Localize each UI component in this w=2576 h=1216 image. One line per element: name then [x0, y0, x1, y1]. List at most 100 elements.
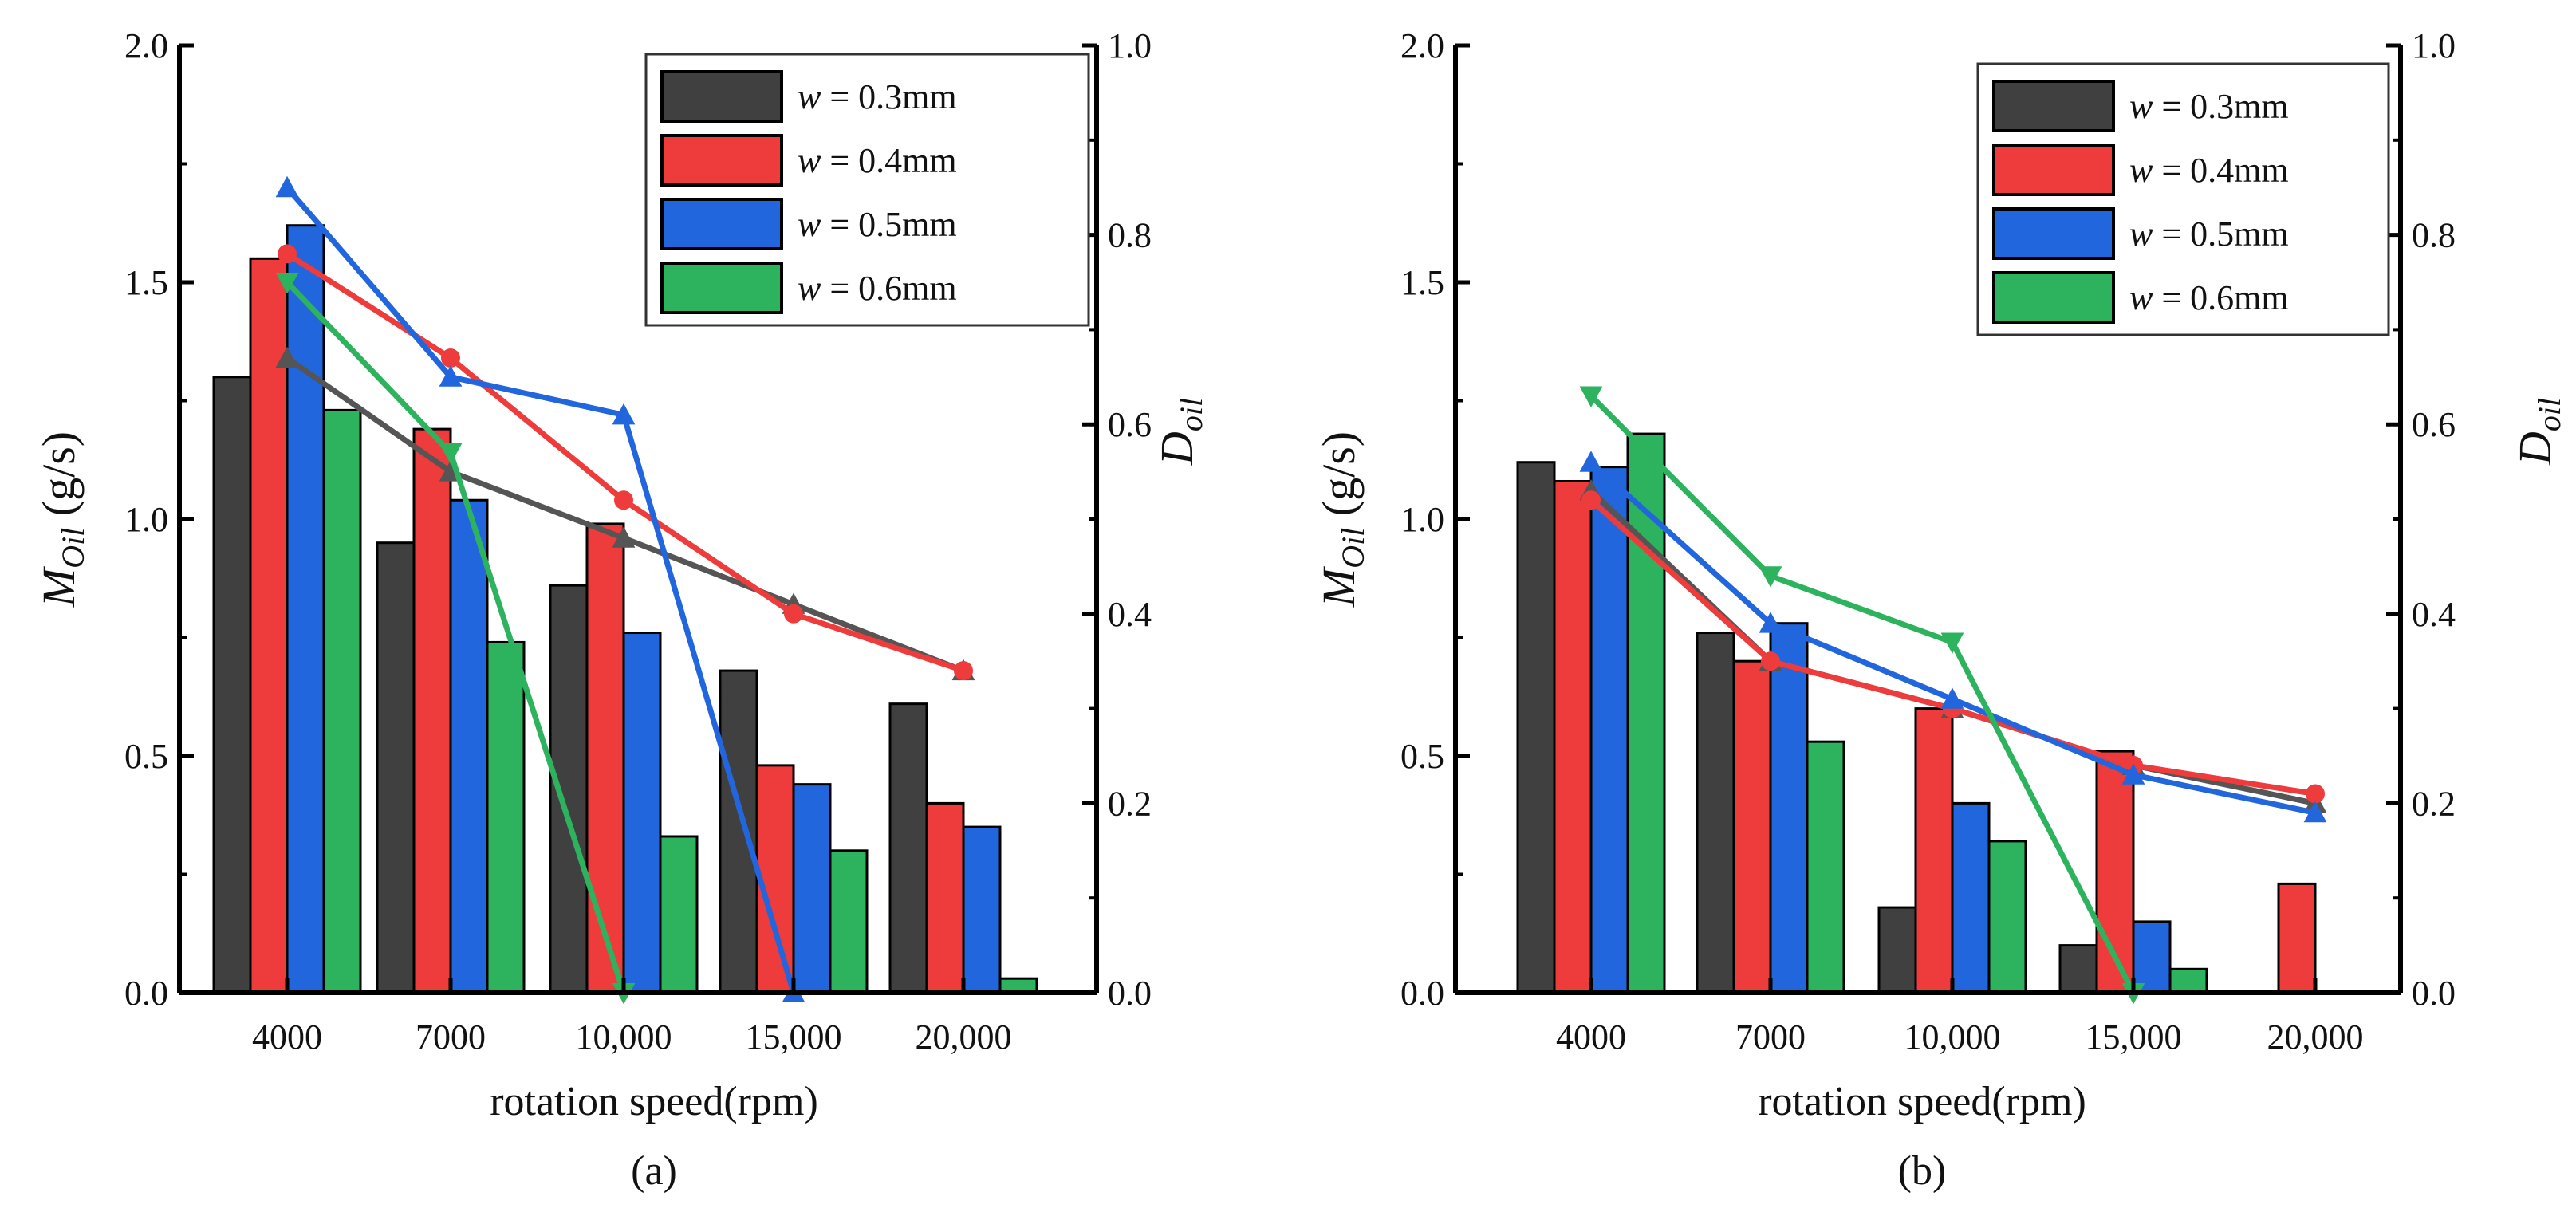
lines	[275, 175, 975, 1005]
panel-a: 0.0 0.5 1.0 1.5 2.0 0.0 0.2 0.4 0.6 0.8 1.0 4000 700…	[33, 26, 1209, 1194]
left-tick-label: 2.0	[1400, 26, 1444, 65]
bar-1-2	[376, 541, 416, 994]
x-axis-title: rotation speed(rpm)	[490, 1079, 818, 1124]
bar-1-1	[1516, 461, 1556, 994]
bar-3-3	[1951, 801, 1991, 994]
bar-4-2	[1806, 740, 1845, 994]
right-tick-label: 1.0	[2412, 26, 2456, 65]
right-tick-label: 0.0	[1108, 974, 1152, 1013]
bar-1-2	[1696, 632, 1735, 994]
line-series-4	[1589, 394, 2137, 994]
line-series-3	[285, 185, 797, 994]
right-tick-label: 0.2	[1108, 784, 1152, 823]
bar-1-3	[1877, 906, 1917, 994]
bar-4-1	[322, 408, 362, 994]
marker-4-2	[1759, 566, 1782, 588]
legend-label-3: w = 0.5mm	[2129, 214, 2289, 254]
legend-label-1: w = 0.3mm	[798, 77, 957, 116]
axes: 0.0 0.5 1.0 1.5 2.0 0.0 0.2 0.4 0.6 0.8 1.0 4000 700…	[1400, 26, 2456, 1057]
bar-4-4	[829, 849, 869, 994]
legend-swatch-2	[660, 134, 783, 187]
axes: 0.0 0.5 1.0 1.5 2.0 0.0 0.2 0.4 0.6 0.8 1.0 4000 700…	[124, 26, 1152, 1057]
bar-2-3	[1914, 707, 1954, 994]
bar-1-1	[212, 376, 252, 994]
marker-2-2	[441, 348, 460, 368]
x-tick-label: 20,000	[916, 1017, 1012, 1057]
marker-3-1	[275, 175, 299, 198]
right-tick-label: 0.8	[1108, 216, 1152, 255]
bar-3-5	[962, 825, 1002, 994]
x-axis-title: rotation speed(rpm)	[1758, 1079, 2086, 1124]
right-tick-label: 0.2	[2412, 784, 2456, 823]
bar-3-3	[622, 632, 662, 994]
legend-swatch-2	[1992, 144, 2115, 196]
marker-2-5	[2306, 784, 2325, 804]
left-tick-label: 1.0	[124, 500, 168, 539]
bar-3-2	[1769, 622, 1809, 994]
panel-label: (b)	[1898, 1148, 1947, 1194]
y-axis-title-right: Doil	[2509, 398, 2567, 466]
right-tick-label: 0.4	[1108, 595, 1152, 634]
lines	[1579, 386, 2327, 1005]
right-tick-label: 0.6	[1108, 405, 1152, 444]
x-tick-label: 10,000	[576, 1017, 672, 1057]
bar-4-1	[1626, 432, 1666, 994]
marker-2-1	[278, 244, 297, 264]
right-tick-label: 0.6	[2412, 405, 2456, 444]
marker-4-2	[439, 443, 463, 465]
left-tick-label: 1.5	[1400, 263, 1444, 302]
marker-4-1	[275, 273, 299, 294]
marker-2-1	[1581, 490, 1601, 510]
x-tick-label: 7000	[416, 1017, 486, 1057]
legend: w = 0.3mm w = 0.4mm w = 0.5mm w = 0.6mm	[644, 53, 1090, 327]
y-axis-title-right: Doil	[1151, 398, 1209, 466]
bar-2-2	[412, 427, 452, 994]
left-tick-label: 1.0	[1400, 500, 1444, 539]
marker-3-3	[1940, 687, 1964, 709]
marker-3-1	[1579, 451, 1603, 472]
marker-1-1	[275, 346, 299, 368]
bar-1-5	[888, 702, 928, 994]
legend-label-4: w = 0.6mm	[2129, 278, 2289, 317]
panel-b: 0.0 0.5 1.0 1.5 2.0 0.0 0.2 0.4 0.6 0.8 1.0 4000 700…	[1313, 26, 2567, 1194]
marker-1-3	[612, 526, 636, 548]
right-tick-label: 0.4	[2412, 595, 2456, 634]
legend-swatch-3	[1992, 207, 2115, 260]
bar-2-3	[585, 522, 625, 994]
bar-2-1	[1553, 479, 1593, 994]
bar-2-5	[925, 801, 965, 994]
marker-4-1	[1579, 386, 1603, 407]
legend-swatch-3	[660, 198, 783, 250]
bars	[212, 224, 1038, 994]
marker-2-2	[1761, 651, 1780, 671]
marker-2-5	[954, 661, 973, 681]
marker-3-3	[612, 403, 636, 425]
x-tick-label: 10,000	[1904, 1017, 2001, 1057]
y-axis-title-left: MOil (g/s)	[33, 431, 91, 608]
legend-swatch-1	[1992, 80, 2115, 132]
bar-4-3	[659, 835, 699, 994]
marker-3-2	[439, 365, 463, 387]
marker-3-4	[2121, 763, 2145, 785]
legend-swatch-1	[660, 70, 783, 123]
legend-label-2: w = 0.4mm	[798, 141, 957, 180]
x-tick-label: 7000	[1735, 1017, 1806, 1057]
bar-4-2	[486, 640, 526, 994]
bar-4-3	[1987, 840, 2027, 994]
marker-3-5	[2303, 801, 2327, 823]
right-tick-label: 0.0	[2412, 974, 2456, 1013]
bar-3-2	[449, 498, 489, 994]
bar-2-2	[1732, 659, 1772, 994]
x-tick-label: 15,000	[746, 1017, 842, 1057]
bar-3-1	[1589, 466, 1629, 994]
bar-1-4	[719, 669, 758, 994]
left-tick-label: 0.0	[124, 974, 168, 1013]
y-axis-title-left: MOil (g/s)	[1313, 431, 1371, 608]
left-tick-label: 0.5	[124, 737, 168, 776]
bar-3-4	[792, 783, 832, 994]
panel-label: (a)	[631, 1148, 677, 1194]
left-tick-label: 0.0	[1400, 974, 1444, 1013]
left-tick-label: 2.0	[124, 26, 168, 65]
bar-2-1	[249, 257, 289, 994]
